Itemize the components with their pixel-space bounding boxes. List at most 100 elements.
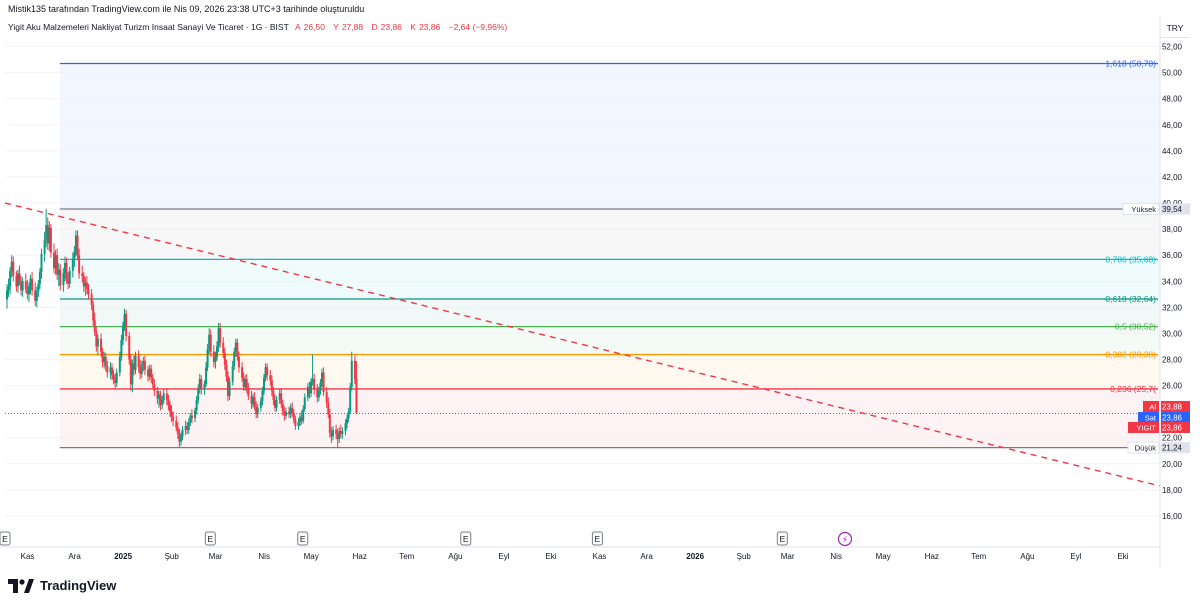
y-tick-label: 28,00 xyxy=(1162,355,1183,364)
candle-body xyxy=(311,379,314,382)
price-tag: Al xyxy=(1149,402,1156,411)
candle-body xyxy=(247,388,250,397)
candle-body xyxy=(140,364,143,374)
candle-body xyxy=(16,273,19,287)
candle-body xyxy=(270,380,273,391)
x-tick-label: Eyl xyxy=(498,552,509,561)
candle-body xyxy=(150,368,153,378)
candle-body xyxy=(186,425,189,430)
candle-body xyxy=(350,360,353,387)
candle-body xyxy=(228,381,231,397)
earnings-event-icon xyxy=(0,531,11,546)
price-label-bg xyxy=(1161,421,1190,433)
candle-body xyxy=(244,379,247,387)
candle-body xyxy=(37,283,40,292)
candle-body xyxy=(9,270,12,287)
candle-body xyxy=(168,405,171,412)
candle-body xyxy=(176,427,179,434)
candle-body xyxy=(222,342,225,353)
y-tick-label: 44,00 xyxy=(1162,147,1183,156)
candle-body xyxy=(62,273,65,286)
symbol-legend: Yigit Aku Malzemeleri Nakliyat Turizm In… xyxy=(8,22,510,32)
candle-body xyxy=(297,422,300,426)
earnings-event-label: E xyxy=(300,534,306,544)
candle-body xyxy=(114,379,117,383)
price-label-bg xyxy=(1161,400,1190,412)
candle-body xyxy=(128,336,131,360)
candle-body xyxy=(216,346,218,357)
x-tick-label: Şub xyxy=(737,552,752,561)
candle-body xyxy=(165,393,168,400)
candle-body xyxy=(65,263,68,279)
candle-body xyxy=(197,388,200,400)
currency-label: TRY xyxy=(1167,23,1184,33)
candle-body xyxy=(54,255,57,269)
candle-body xyxy=(259,401,262,408)
price-tag: Sat xyxy=(1145,413,1157,422)
candle-body xyxy=(111,367,113,376)
candle-body xyxy=(53,252,56,269)
chart-frame[interactable]: 1,618 (50,70)1 (0,786 (35,68)0,618 (32,6… xyxy=(0,17,1190,569)
earnings-event-icon xyxy=(591,531,603,546)
candle-body xyxy=(56,255,59,275)
lightning-event-label: ⚡ xyxy=(842,536,848,546)
fib-band xyxy=(59,259,1161,299)
fib-label: 0,236 (25,7( xyxy=(1110,384,1156,394)
candle-body xyxy=(223,352,226,365)
candle-body xyxy=(129,359,132,385)
candle-body xyxy=(214,356,217,363)
tradingview-brand[interactable]: TradingView xyxy=(8,578,116,593)
candle-body xyxy=(148,368,151,377)
candle-body xyxy=(347,411,350,419)
earnings-event-icon xyxy=(460,531,472,546)
candle-body xyxy=(321,372,323,383)
price-chart[interactable]: 1,618 (50,70)1 (0,786 (35,68)0,618 (32,6… xyxy=(0,17,1190,569)
candle-body xyxy=(283,411,286,416)
candle-body xyxy=(137,355,140,368)
x-tick-label: Tem xyxy=(399,552,414,561)
candle-body xyxy=(288,411,291,415)
candle-body xyxy=(346,418,349,424)
candle-body xyxy=(21,281,24,291)
candle-body xyxy=(123,313,126,326)
fib-label: 1,618 (50,70) xyxy=(1105,59,1156,69)
price-tag-bg xyxy=(1143,400,1159,412)
y-tick-label: 48,00 xyxy=(1162,95,1183,104)
candle-body xyxy=(101,351,104,363)
candle-body xyxy=(18,273,21,282)
candle-body xyxy=(104,356,107,367)
x-tick-label: 2025 xyxy=(114,552,132,561)
close-value: K 23,86 xyxy=(410,22,441,32)
fib-band xyxy=(59,326,1161,355)
x-tick-label: Haz xyxy=(925,552,939,561)
earnings-event-icon xyxy=(776,531,788,546)
x-tick-label: Tem xyxy=(971,552,986,561)
candle-body xyxy=(355,379,358,414)
y-tick-label: 20,00 xyxy=(1162,460,1183,469)
candle-body xyxy=(310,381,313,394)
price-tag-bg xyxy=(1128,421,1159,433)
candle-body xyxy=(24,281,27,290)
y-tick-label: 38,00 xyxy=(1162,225,1183,234)
candle-body xyxy=(195,399,198,411)
candle-body xyxy=(35,291,38,301)
y-tick-label: 34,00 xyxy=(1162,277,1183,286)
candle-body xyxy=(112,375,115,380)
candle-body xyxy=(74,235,77,252)
candle-body xyxy=(217,328,220,347)
candle-body xyxy=(219,328,222,343)
candle-body xyxy=(63,263,66,274)
candle-body xyxy=(106,366,109,373)
candle-body xyxy=(353,360,356,380)
candle-body xyxy=(313,379,316,390)
candle-body xyxy=(34,290,37,301)
candle-body xyxy=(263,377,266,391)
x-tick-label: Mar xyxy=(781,552,795,561)
x-tick-label: Şub xyxy=(165,552,180,561)
candle-body xyxy=(118,356,121,373)
candle-body xyxy=(78,255,81,274)
price-label: 21,24 xyxy=(1162,444,1183,453)
candle-body xyxy=(31,278,34,291)
x-tick-label: May xyxy=(876,552,891,561)
fib-band xyxy=(59,298,1161,327)
